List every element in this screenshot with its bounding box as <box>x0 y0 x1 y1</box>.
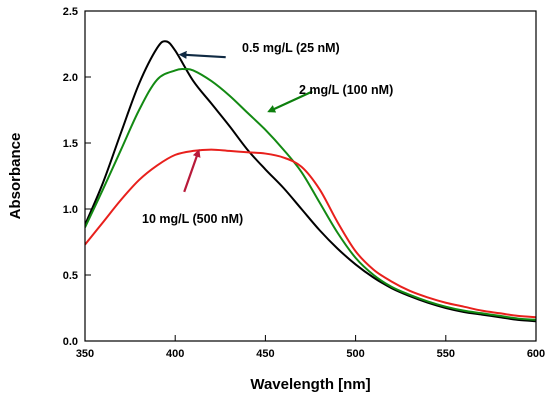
y-tick-label: 2.5 <box>63 6 78 18</box>
y-tick-label: 1.0 <box>63 204 78 216</box>
x-tick-label: 350 <box>76 348 94 360</box>
x-tick-label: 450 <box>256 348 274 360</box>
series-line-2 <box>85 148 536 319</box>
series-line-0 <box>85 40 536 323</box>
annotation-arrow <box>267 90 313 113</box>
x-tick-label: 400 <box>166 348 184 360</box>
annotation-label: 2 mg/L (100 nM) <box>299 83 393 97</box>
y-tick-label: 0.0 <box>63 336 78 348</box>
series-line-1 <box>85 67 536 321</box>
annotation-label: 10 mg/L (500 nM) <box>142 212 243 226</box>
annotation-label: 0.5 mg/L (25 nM) <box>242 41 340 55</box>
annotation-arrow <box>178 50 226 59</box>
y-axis-title: Absorbance <box>7 133 24 220</box>
x-axis-title: Wavelength [nm] <box>250 376 370 393</box>
x-tick-label: 600 <box>527 348 545 360</box>
y-tick-label: 0.5 <box>63 270 78 282</box>
annotation-arrow <box>183 149 201 193</box>
plot-frame <box>84 10 537 342</box>
x-tick-label: 500 <box>346 348 364 360</box>
y-tick-label: 2.0 <box>63 72 78 84</box>
y-tick-label: 1.5 <box>63 138 78 150</box>
x-tick-label: 550 <box>437 348 455 360</box>
